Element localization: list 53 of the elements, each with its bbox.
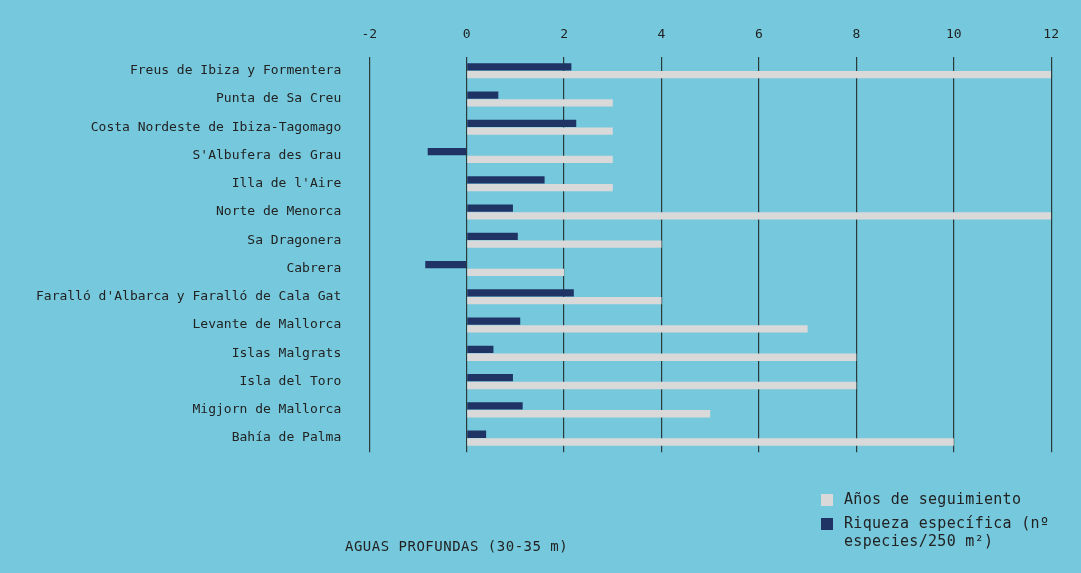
y-tick-label: S'Albufera des Grau xyxy=(192,146,342,162)
bar xyxy=(467,176,545,184)
bar xyxy=(467,91,499,99)
bar xyxy=(467,63,572,71)
x-tick-label: 4 xyxy=(657,26,666,42)
y-tick-label: Bahía de Palma xyxy=(231,429,342,445)
bar xyxy=(467,127,613,135)
y-tick-label: Islas Malgrats xyxy=(231,344,342,360)
y-tick-label: Isla del Toro xyxy=(239,372,342,388)
x-tick-label: 8 xyxy=(852,26,861,42)
bar xyxy=(467,373,513,382)
bar xyxy=(467,99,613,107)
bar xyxy=(467,212,1052,220)
bar xyxy=(467,296,662,305)
y-tick-label: Migjorn de Mallorca xyxy=(192,401,342,417)
y-tick-label: Faralló d'Albarca y Faralló de Cala Gat xyxy=(35,288,342,304)
bar xyxy=(467,410,711,418)
bar xyxy=(467,232,518,241)
bar xyxy=(467,204,513,212)
x-tick-label: -2 xyxy=(361,26,378,42)
bar xyxy=(467,70,1052,79)
bar xyxy=(467,119,577,128)
y-tick-label: Freus de Ibiza y Formentera xyxy=(129,62,342,78)
y-tick-label: Levante de Mallorca xyxy=(192,316,342,332)
x-tick-label: 10 xyxy=(945,26,962,42)
bar xyxy=(467,268,565,277)
legend-label: Riqueza específica (nº especies/250 m²) xyxy=(844,514,1051,550)
bar xyxy=(467,240,662,248)
x-tick-label: 6 xyxy=(755,26,763,42)
bar xyxy=(425,260,467,269)
bar xyxy=(427,147,467,156)
bar xyxy=(467,438,954,446)
legend-label: Años de seguimiento xyxy=(844,490,1022,508)
x-tick-label: 12 xyxy=(1043,26,1059,42)
y-tick-label: Cabrera xyxy=(286,259,342,275)
bar xyxy=(467,430,487,438)
bar xyxy=(467,317,521,325)
bar xyxy=(467,381,857,390)
y-tick-label: Norte de Menorca xyxy=(216,203,342,219)
y-tick-label: Punta de Sa Creu xyxy=(216,90,342,106)
text: AGUAS PROFUNDAS (30-35 m) xyxy=(345,538,569,554)
bar xyxy=(467,402,523,410)
bar xyxy=(467,183,613,192)
bar xyxy=(467,345,494,354)
x-tick-label: 0 xyxy=(462,26,471,42)
bar xyxy=(467,325,808,333)
y-tick-label: Costa Nordeste de Ibiza-Tagomago xyxy=(90,118,342,134)
y-tick-label: Sa Dragonera xyxy=(247,231,342,247)
x-tick-label: 2 xyxy=(560,26,568,42)
bar xyxy=(467,353,857,361)
y-tick-label: Illa de l'Aire xyxy=(231,175,342,191)
bar xyxy=(467,155,613,164)
bar xyxy=(467,289,574,297)
